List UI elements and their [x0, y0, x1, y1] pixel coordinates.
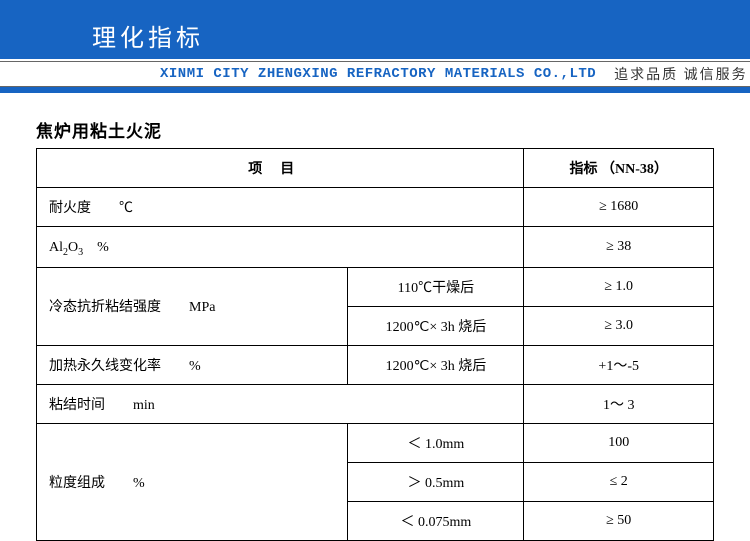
item-label: 粒度组成 %	[37, 423, 348, 540]
item-label: 冷态抗折粘结强度 MPa	[37, 267, 348, 345]
table-row: 粒度组成 % ＜ 1.0mm 100	[37, 423, 714, 462]
col-header-item: 项目	[37, 149, 524, 188]
item-value: ≥ 50	[524, 501, 714, 540]
product-name: 焦炉用粘土火泥	[36, 117, 714, 142]
item-value: 100	[524, 423, 714, 462]
table-header-row: 项目 指标 （NN-38）	[37, 149, 714, 188]
item-cond: 110℃干燥后	[348, 267, 524, 306]
item-cond: ＜ 1.0mm	[348, 423, 524, 462]
item-cond: ＜ 0.075mm	[348, 501, 524, 540]
item-value: ≥ 1680	[524, 188, 714, 227]
header-band: 理化指标	[0, 0, 750, 59]
item-value: ≥ 38	[524, 227, 714, 268]
item-value: ≥ 1.0	[524, 267, 714, 306]
content: 焦炉用粘土火泥 项目 指标 （NN-38） 耐火度 ℃ ≥ 1680 Al2O3…	[0, 93, 750, 541]
item-label: 加热永久线变化率 %	[37, 345, 348, 384]
company-name: XINMI CITY ZHENGXING REFRACTORY MATERIAL…	[160, 66, 596, 82]
item-value: +1～-5	[524, 345, 714, 384]
item-value: 1～ 3	[524, 384, 714, 423]
page-title: 理化指标	[92, 18, 750, 53]
item-cond: 1200℃× 3h 烧后	[348, 306, 524, 345]
item-cond: 1200℃× 3h 烧后	[348, 345, 524, 384]
header-sub-row: XINMI CITY ZHENGXING REFRACTORY MATERIAL…	[0, 61, 750, 87]
table-row: 耐火度 ℃ ≥ 1680	[37, 188, 714, 227]
item-cond: ＞ 0.5mm	[348, 462, 524, 501]
col-header-spec: 指标 （NN-38）	[524, 149, 714, 188]
table-row: 加热永久线变化率 % 1200℃× 3h 烧后 +1～-5	[37, 345, 714, 384]
spec-table: 项目 指标 （NN-38） 耐火度 ℃ ≥ 1680 Al2O3 % ≥ 38 …	[36, 148, 714, 541]
table-row: 冷态抗折粘结强度 MPa 110℃干燥后 ≥ 1.0	[37, 267, 714, 306]
item-label: Al2O3 %	[37, 227, 524, 268]
item-value: ≥ 3.0	[524, 306, 714, 345]
table-row: Al2O3 % ≥ 38	[37, 227, 714, 268]
item-label: 耐火度 ℃	[37, 188, 524, 227]
item-value: ≤ 2	[524, 462, 714, 501]
table-row: 粘结时间 min 1～ 3	[37, 384, 714, 423]
item-label: 粘结时间 min	[37, 384, 524, 423]
company-slogan: 追求品质 诚信服务	[614, 64, 748, 84]
